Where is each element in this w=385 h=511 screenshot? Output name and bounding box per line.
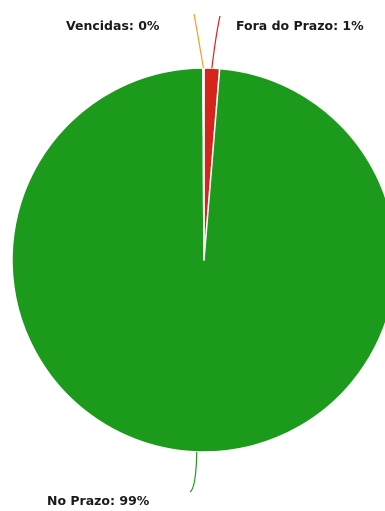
leader-line-vencidas bbox=[193, 13, 204, 69]
leader-line-no-prazo bbox=[189, 451, 198, 493]
pie-slice-no-prazo[interactable] bbox=[11, 67, 385, 453]
leader-line-fora-do-prazo bbox=[211, 15, 221, 69]
leader-lines bbox=[189, 13, 221, 493]
slice-label-vencidas: Vencidas: 0% bbox=[66, 18, 160, 33]
pie-slices bbox=[11, 67, 385, 453]
slice-label-no-prazo: No Prazo: 99% bbox=[47, 493, 150, 508]
slice-label-fora-do-prazo: Fora do Prazo: 1% bbox=[236, 18, 364, 33]
